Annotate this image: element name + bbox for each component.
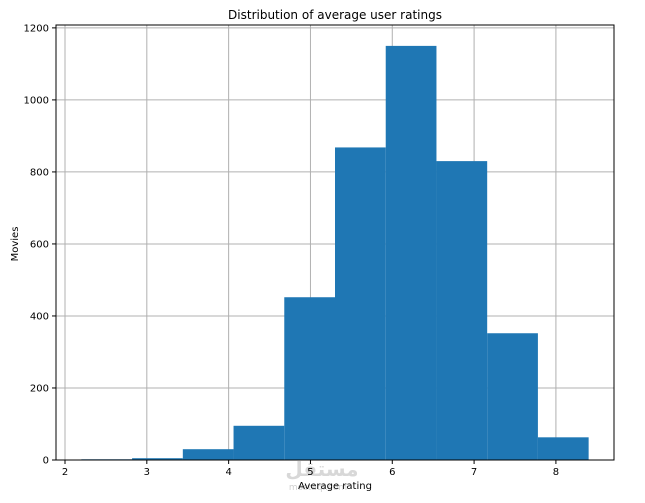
- watermark-subtext: mostaql.com: [289, 483, 347, 493]
- plot-frame: [55, 24, 615, 461]
- histogram-bar: [233, 425, 285, 460]
- histogram-bars: [81, 45, 589, 460]
- x-tick-label: 5: [307, 467, 313, 478]
- y-tick-label: 800: [30, 167, 49, 178]
- x-tick-label: 6: [389, 467, 395, 478]
- x-axis-ticks: 2 3 4 5 6 7 8: [62, 460, 559, 478]
- x-tick-label: 2: [62, 467, 68, 478]
- y-tick-label: 200: [30, 383, 49, 394]
- y-axis-label: Movies: [10, 227, 21, 262]
- x-tick-label: 4: [225, 467, 231, 478]
- y-tick-label: 1000: [24, 95, 49, 106]
- chart-title: Distribution of average user ratings: [228, 8, 442, 22]
- y-tick-label: 400: [30, 311, 49, 322]
- histogram-bar: [487, 333, 538, 460]
- histogram-bar: [182, 449, 234, 460]
- y-tick-label: 0: [43, 456, 49, 467]
- watermark: مستقل mostaql.com: [285, 457, 358, 493]
- x-tick-label: 3: [144, 467, 150, 478]
- x-tick-label: 8: [553, 467, 559, 478]
- histogram-bar: [436, 161, 488, 460]
- y-tick-label: 1200: [24, 23, 49, 34]
- histogram-bar: [537, 437, 589, 460]
- histogram-bar: [132, 458, 183, 460]
- watermark-text: مستقل: [285, 457, 358, 481]
- x-tick-label: 7: [471, 467, 477, 478]
- histogram-bar: [335, 147, 386, 460]
- histogram-bar: [284, 297, 335, 460]
- y-tick-label: 600: [30, 239, 49, 250]
- histogram-bar: [385, 45, 437, 460]
- y-axis-ticks: 0 200 400 600 800 1000 1200: [24, 23, 56, 467]
- x-axis-label: Average rating: [298, 481, 372, 492]
